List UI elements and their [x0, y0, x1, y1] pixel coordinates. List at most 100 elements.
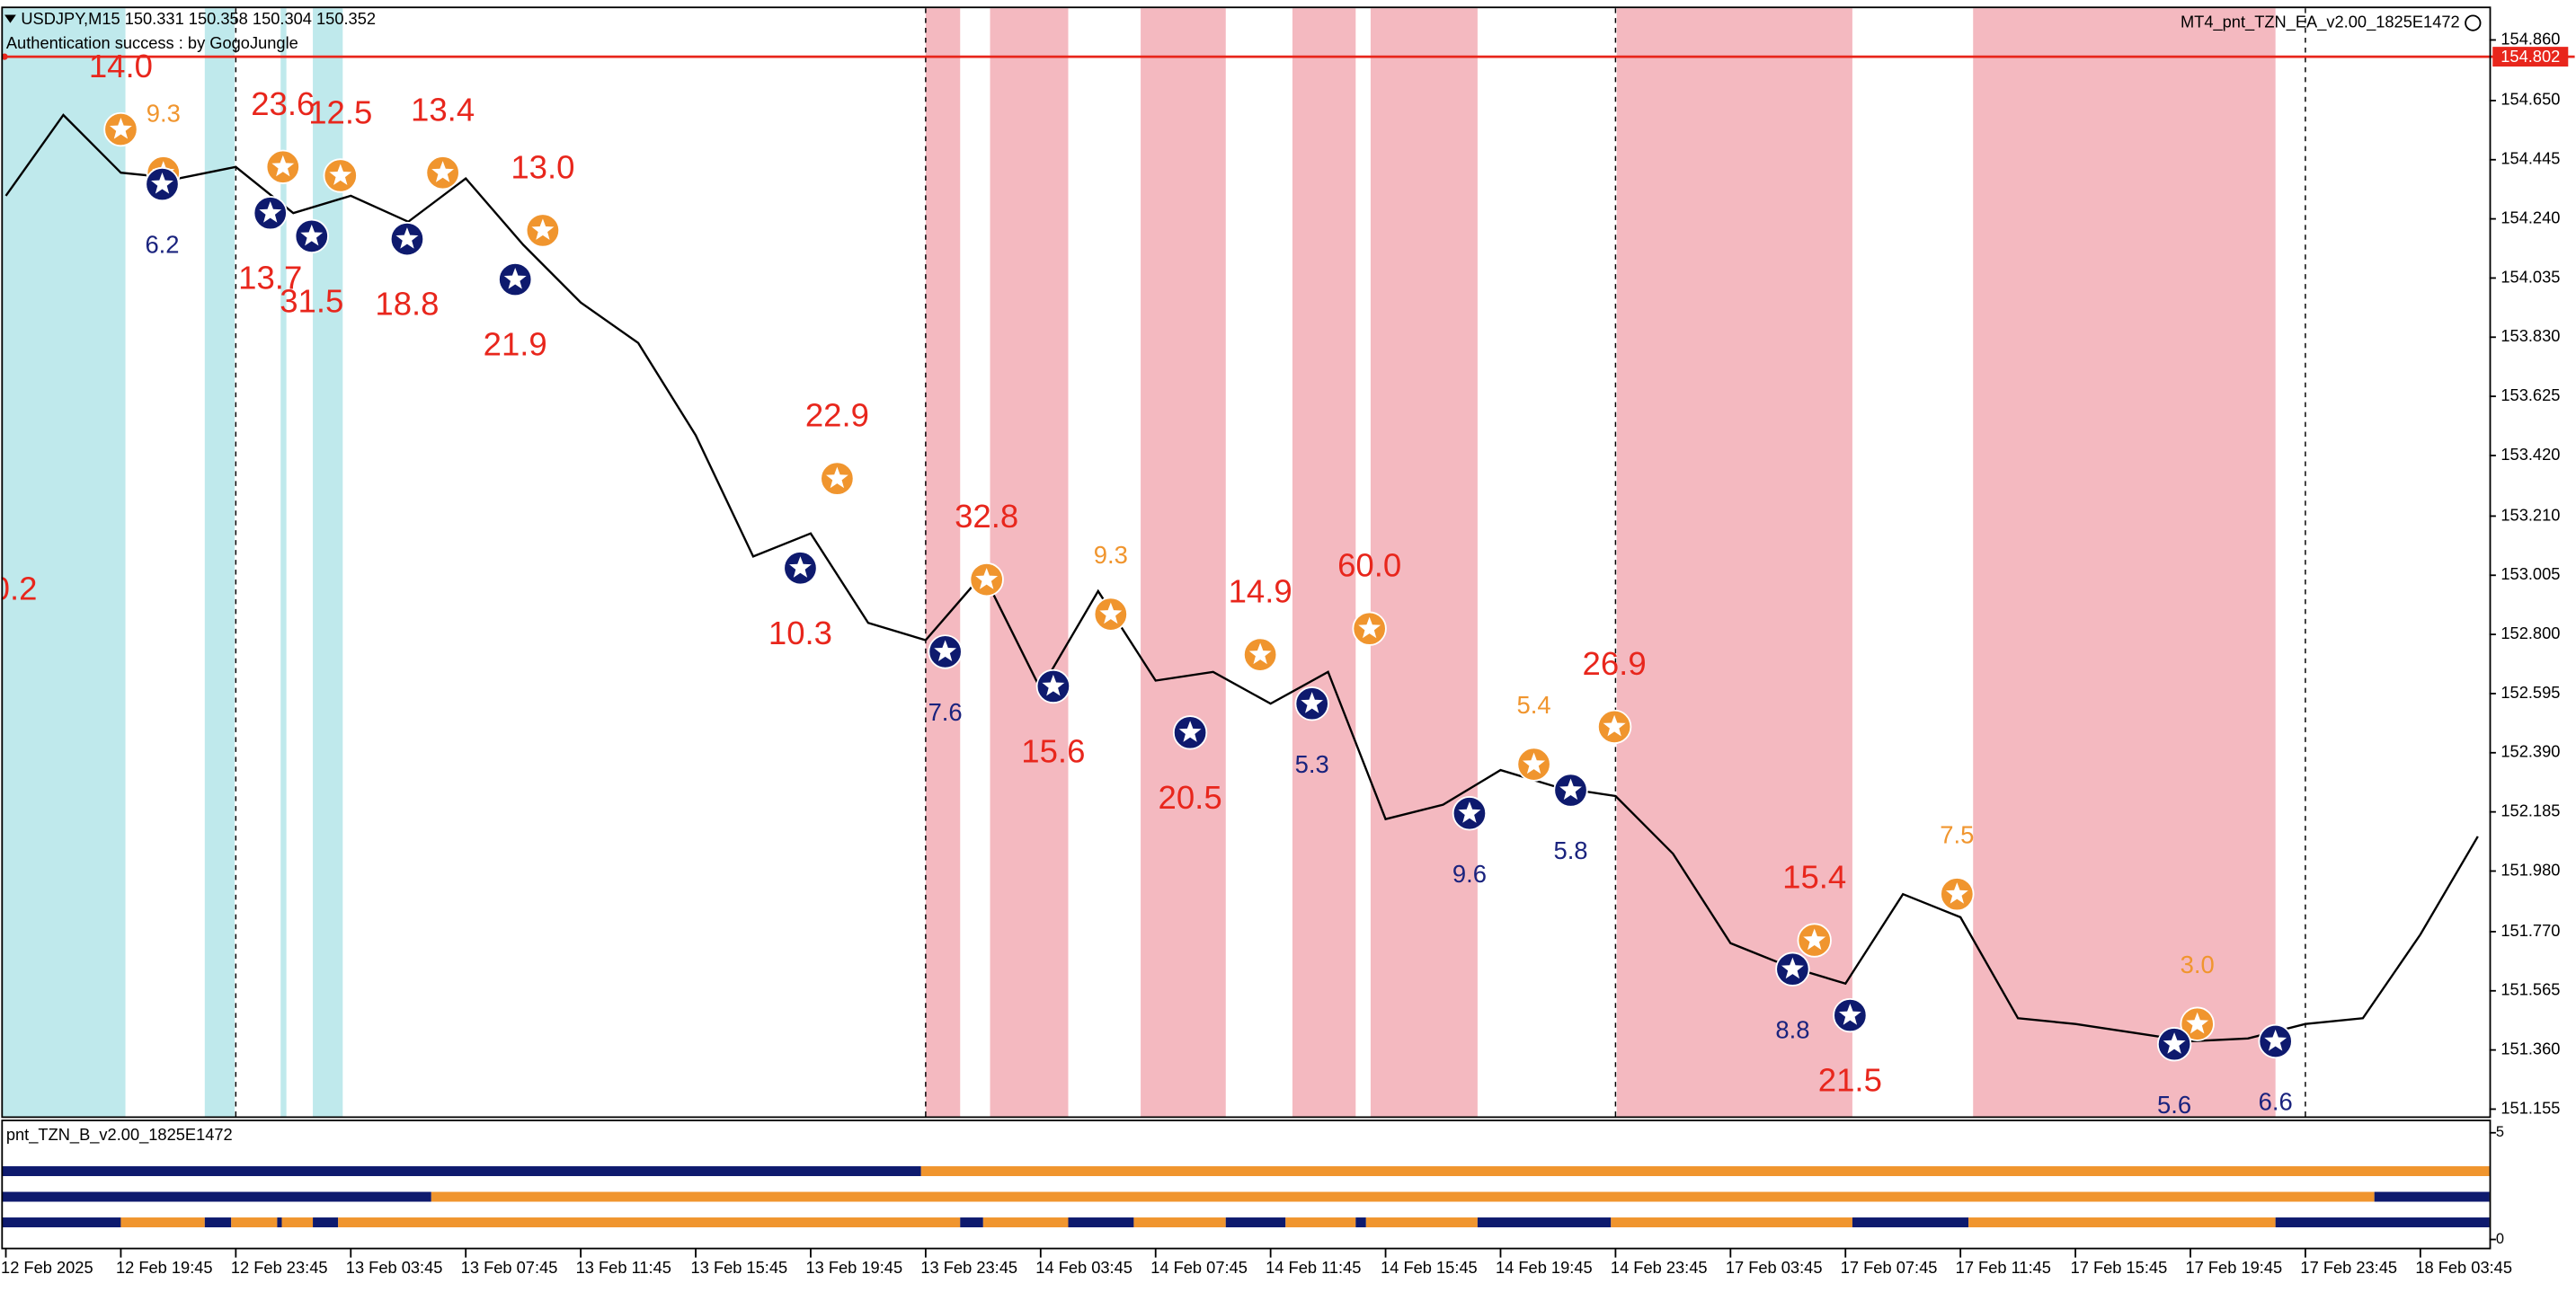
- sell-signal: [1093, 597, 1129, 632]
- state-segment: [1477, 1217, 1612, 1228]
- edge-label: 0.2: [0, 571, 37, 607]
- signal-label: 7.5: [1940, 820, 1974, 848]
- state-segment: [313, 1217, 339, 1228]
- state-segment: [1365, 1217, 1478, 1228]
- signal-label: 3.0: [2181, 951, 2215, 978]
- signal-label: 21.9: [484, 326, 547, 363]
- session-band: [313, 8, 343, 1117]
- state-segment: [1968, 1217, 2276, 1228]
- buy-signal: [928, 634, 963, 669]
- signal-star: [1097, 599, 1125, 626]
- auth-message: Authentication success : by GogoJungle: [6, 33, 298, 52]
- buy-signal: [1294, 686, 1329, 721]
- signal-star: [1455, 799, 1484, 826]
- sell-signal: [1242, 637, 1278, 672]
- x-tick-label: 13 Feb 23:45: [920, 1258, 1017, 1277]
- signal-star: [393, 224, 422, 252]
- indicator-pane-frame: [1, 1119, 2492, 1250]
- buy-signal: [1833, 997, 1868, 1033]
- price-pane-frame: [1, 6, 2492, 1119]
- signal-label: 22.9: [805, 397, 869, 434]
- x-tick-label: 14 Feb 15:45: [1381, 1258, 1478, 1277]
- x-tick-label: 12 Feb 23:45: [231, 1258, 328, 1277]
- y-tick-label: 152.800: [2500, 624, 2560, 642]
- y-tick-label: 152.390: [2500, 742, 2560, 761]
- buy-signal: [1172, 715, 1208, 750]
- ea-name: MT4_pnt_TZN_EA_v2.00_1825E1472: [2181, 12, 2460, 31]
- ea-smiley[interactable]: [2465, 14, 2482, 31]
- menu-arrow[interactable]: [4, 14, 16, 23]
- session-band: [1370, 8, 1478, 1117]
- y-tick-label: 152.185: [2500, 801, 2560, 819]
- session-band: [1292, 8, 1356, 1117]
- session-band: [990, 8, 1069, 1117]
- sell-signal: [1596, 709, 1632, 745]
- sell-signal: [1797, 923, 1832, 958]
- sell-signal: [323, 158, 358, 193]
- buy-signal: [1553, 773, 1588, 808]
- x-tick-label: 13 Feb 19:45: [805, 1258, 902, 1277]
- signal-star: [107, 114, 135, 142]
- signal-star: [529, 216, 557, 243]
- signal-star: [1298, 689, 1327, 716]
- x-tick-label: 17 Feb 03:45: [1726, 1258, 1823, 1277]
- state-segment: [1, 1191, 431, 1202]
- signal-label: 10.3: [768, 615, 832, 651]
- x-tick-label: 17 Feb 11:45: [1956, 1258, 2051, 1277]
- y-tick-label: 153.005: [2500, 564, 2560, 583]
- buy-signal: [145, 166, 180, 202]
- x-tick-label: 17 Feb 23:45: [2300, 1258, 2397, 1277]
- signal-star: [1246, 640, 1275, 667]
- sell-signal: [425, 155, 460, 190]
- sell-signal: [820, 461, 855, 496]
- signal-star: [822, 464, 851, 491]
- signal-label: 14.0: [89, 48, 153, 84]
- buy-signal: [2258, 1023, 2293, 1059]
- sell-signal: [525, 213, 561, 248]
- y-tick-label: 154.860: [2500, 29, 2560, 48]
- signal-label: 5.3: [1295, 750, 1329, 778]
- sell-signal: [1940, 876, 1975, 912]
- signal-star: [298, 221, 326, 248]
- signal-label: 15.4: [1782, 859, 1846, 896]
- signal-star: [1942, 879, 1971, 907]
- buy-signal: [498, 261, 533, 297]
- signal-label: 14.9: [1229, 573, 1292, 610]
- state-segment: [1611, 1217, 1852, 1228]
- level-label: 154.802: [2500, 47, 2560, 66]
- signal-star: [501, 264, 529, 292]
- signal-star: [2261, 1026, 2290, 1054]
- state-segment: [960, 1217, 983, 1228]
- x-tick-label: 17 Feb 15:45: [2071, 1258, 2168, 1277]
- signal-star: [1835, 1000, 1864, 1028]
- signal-star: [148, 169, 176, 197]
- state-segment: [204, 1217, 232, 1228]
- indicator-title: pnt_TZN_B_v2.00_1825E1472: [6, 1125, 233, 1145]
- y-tick-label: 151.980: [2500, 860, 2560, 879]
- y-tick-label: 153.210: [2500, 505, 2560, 524]
- state-segment: [1, 1166, 921, 1177]
- signal-label: 26.9: [1583, 645, 1647, 682]
- signal-star: [786, 553, 814, 580]
- signal-label: 9.6: [1452, 860, 1487, 888]
- state-segment: [1285, 1217, 1356, 1228]
- x-tick-label: 14 Feb 23:45: [1611, 1258, 1708, 1277]
- x-tick-label: 14 Feb 03:45: [1035, 1258, 1133, 1277]
- state-segment: [120, 1217, 205, 1228]
- buy-signal: [389, 221, 425, 257]
- sell-signal: [1516, 747, 1551, 782]
- y-tick-label: 151.155: [2500, 1098, 2560, 1117]
- signal-label: 8.8: [1775, 1015, 1809, 1043]
- session-band: [1, 8, 126, 1117]
- buy-signal: [783, 551, 818, 586]
- signal-label: 13.7: [238, 260, 302, 296]
- signal-star: [256, 198, 285, 226]
- y-tick-label: 154.445: [2500, 149, 2560, 168]
- y-tick-label: 153.420: [2500, 445, 2560, 464]
- session-band: [1141, 8, 1226, 1117]
- session-band: [1973, 8, 2276, 1117]
- signal-label: 21.5: [1818, 1062, 1882, 1099]
- state-segment: [2374, 1191, 2490, 1202]
